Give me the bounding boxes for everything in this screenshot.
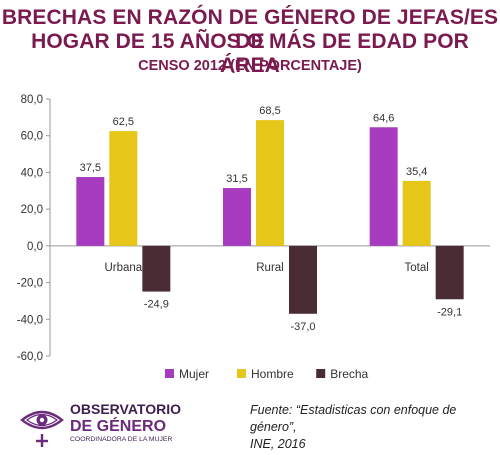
y-tick-label: -60,0 [17,351,43,363]
bar-hombre-urbana [109,131,138,246]
data-label-mujer-urbana: 37,5 [80,162,101,174]
bar-mujer-urbana [76,177,105,246]
chart-subtitle: CENSO 2012 (EN PORCENTAJE) [138,58,362,74]
y-tick-label: 20,0 [21,204,43,216]
data-label-brecha-urbana: -24,9 [144,299,169,311]
data-label-mujer-total: 64,6 [373,112,394,124]
bar-hombre-total [402,180,431,246]
category-label-rural: Rural [256,262,283,274]
logo-text-line-3: COORDINADORA DE LA MUJER [70,436,172,443]
bar-brecha-urbana [142,245,171,292]
legend-swatch-brecha [316,369,326,378]
chart-title-line-2: HOGAR DE 15 AÑOS O MÁS DE EDAD POR ÁREA [31,30,469,77]
data-label-mujer-rural: 31,5 [226,173,247,185]
legend: Mujer Hombre Brecha [165,367,369,381]
bar-hombre-rural [256,120,284,246]
observatorio-logo: OBSERVATORIO DE GÉNERO COORDINADORA DE L… [20,401,181,447]
data-label-hombre-rural: 68,5 [259,105,280,117]
source-line-1: Fuente: “Estadisticas con enfoque de gén… [250,403,457,434]
legend-swatch-hombre [237,369,246,378]
y-tick-label: 60,0 [21,131,43,143]
chart-title-line-1: BRECHAS EN RAZÓN DE GÉNERO DE JEFAS/ES D… [1,6,499,53]
bar-brecha-rural [289,245,317,314]
bar-mujer-total [369,127,398,246]
data-label-hombre-total: 35,4 [406,166,427,178]
bars-group [76,120,464,314]
data-label-brecha-total: -29,1 [437,306,462,318]
bar-brecha-total [435,245,464,300]
legend-label-brecha: Brecha [330,367,368,381]
bar-chart: 80,0 60,0 40,0 20,0 0,0 -20,0 -40,0 -60,0 37,5 6… [17,94,490,381]
y-axis: 80,0 60,0 40,0 20,0 0,0 -20,0 -40,0 -60,0 [17,94,490,363]
logo-text-line-1: OBSERVATORIO [70,401,181,417]
data-label-hombre-urbana: 62,5 [113,116,134,128]
category-labels-group: Urbana Rural Total [104,262,428,274]
source-line-2: INE, 2016 [250,437,306,451]
bar-mujer-rural [223,188,251,246]
eye-venus-icon [20,410,64,447]
legend-swatch-mujer [165,369,174,378]
y-tick-label: 80,0 [21,94,43,106]
y-tick-label: 0,0 [27,241,43,253]
category-label-total: Total [405,262,429,274]
y-tick-label: -20,0 [17,278,43,290]
legend-label-mujer: Mujer [179,367,209,381]
logo-text-line-2: DE GÉNERO [70,416,166,435]
category-label-urbana: Urbana [104,262,142,274]
legend-label-hombre: Hombre [251,367,294,381]
y-tick-label: 40,0 [21,167,43,179]
source-note: Fuente: “Estadisticas con enfoque de gén… [250,402,495,453]
data-labels-group: 37,5 62,5 -24,9 31,5 68,5 -37,0 64,6 35,4 -29,1 [80,105,463,333]
data-label-brecha-rural: -37,0 [290,321,315,333]
y-tick-label: -40,0 [17,314,43,326]
